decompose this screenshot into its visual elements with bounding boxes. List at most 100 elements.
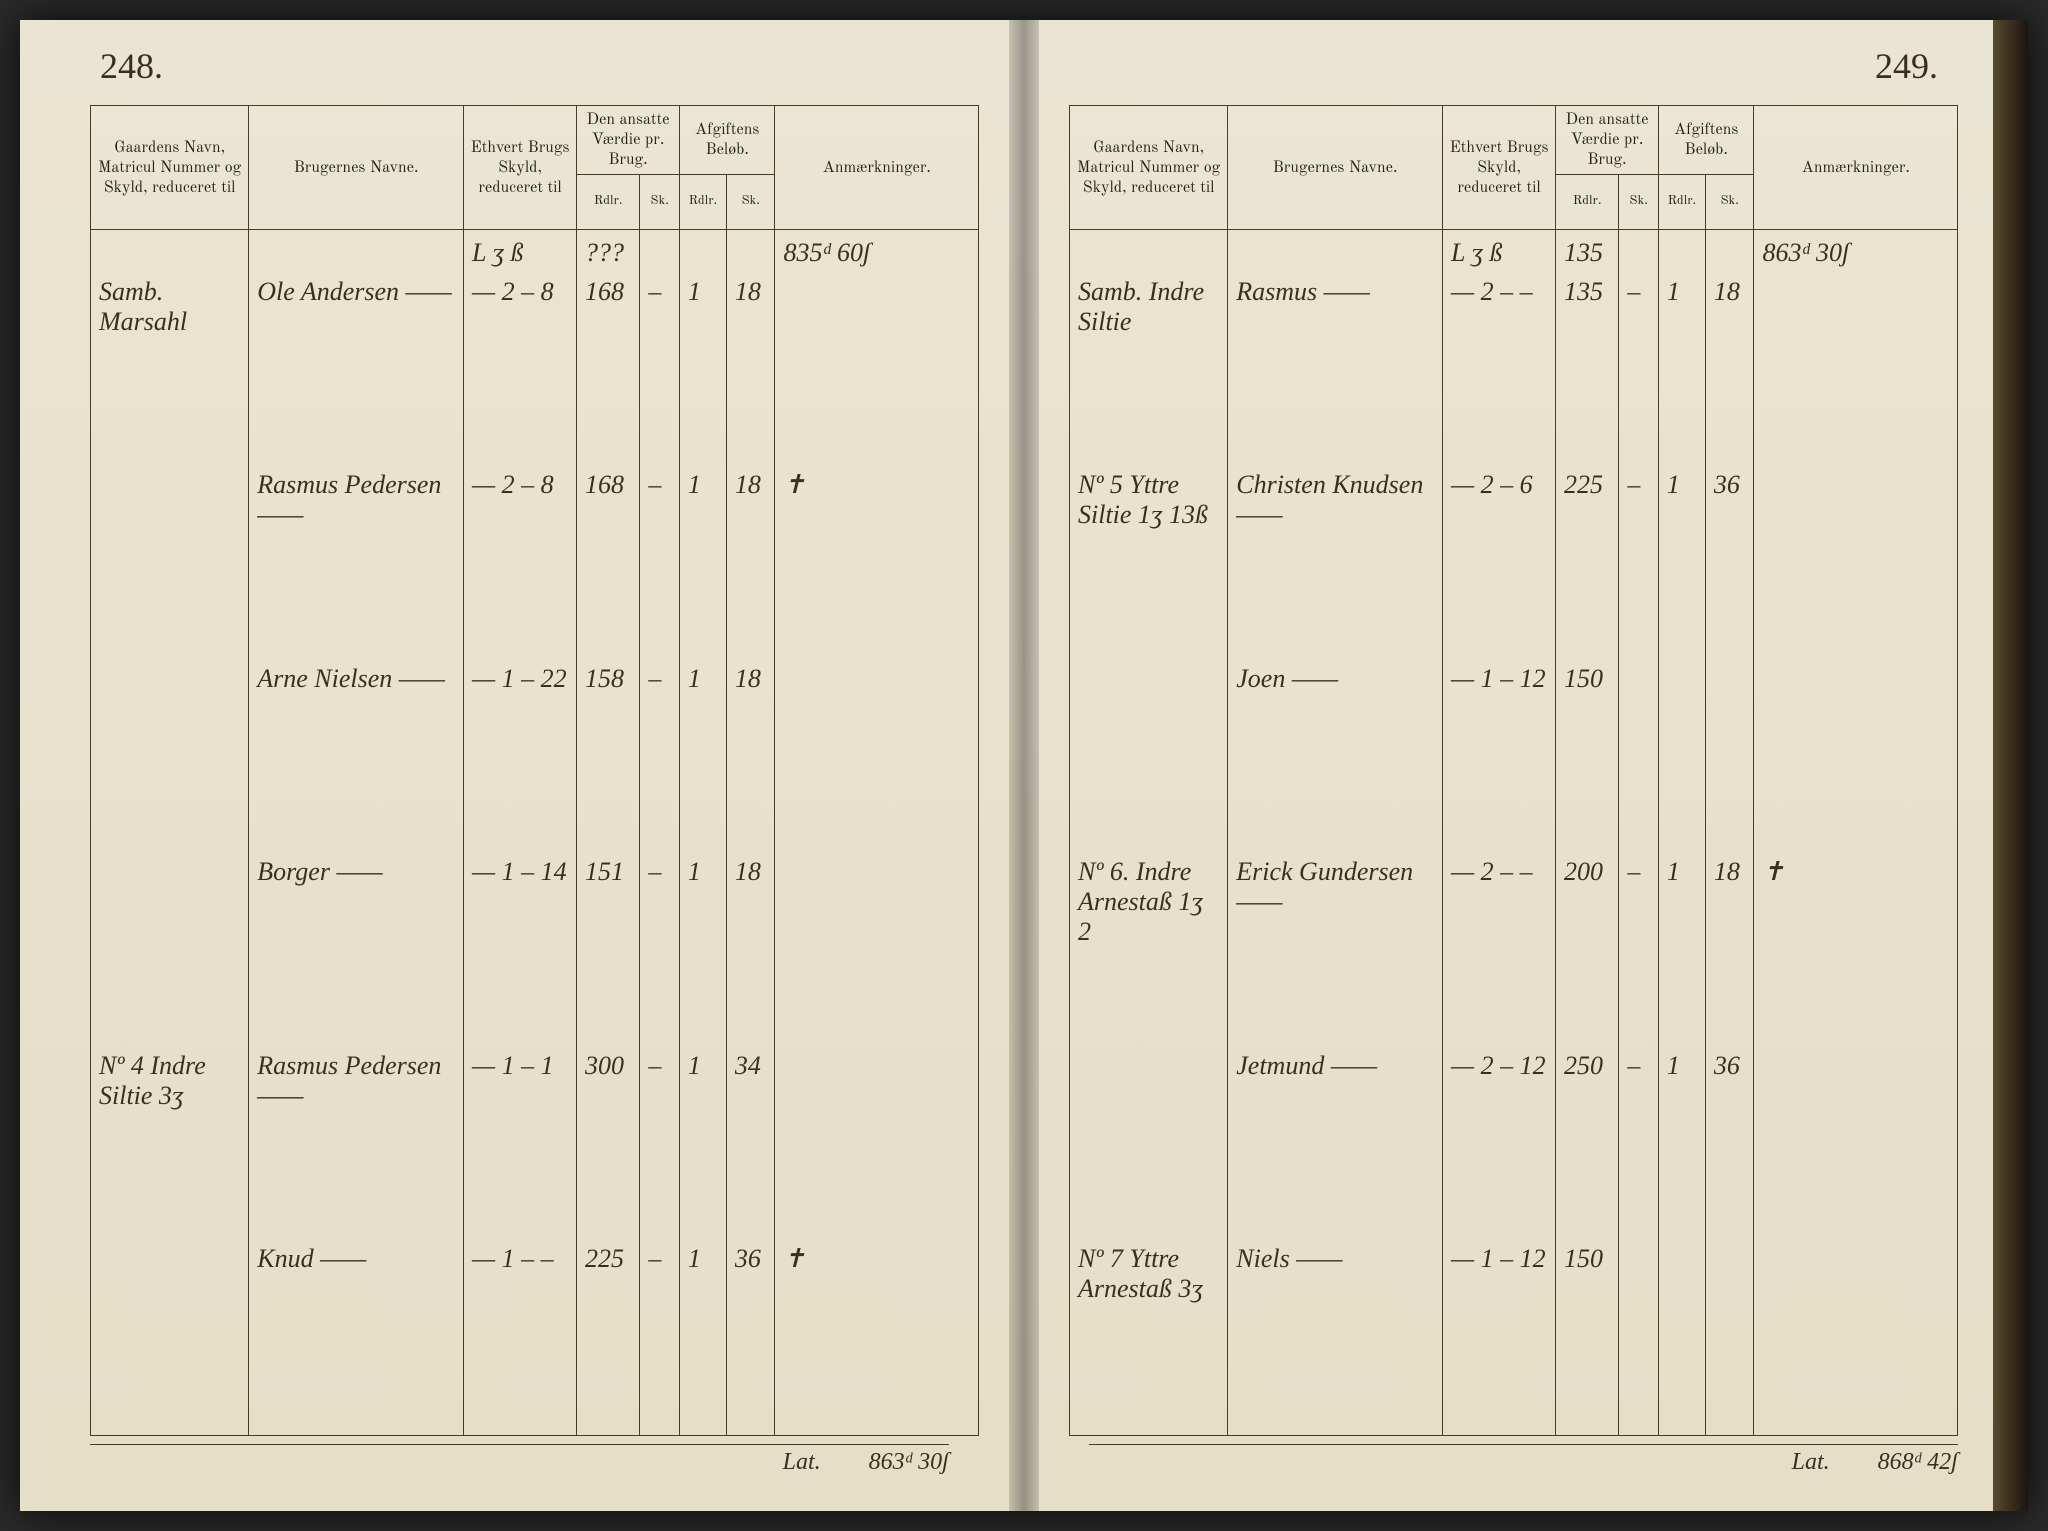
cell-anm (1754, 1049, 1958, 1242)
hdr-sk2-r: Sk. (1705, 175, 1754, 230)
cell-bruger: Arne Nielsen —— (249, 662, 464, 855)
cell-afgift: 1 (679, 275, 726, 468)
cell-anm (1754, 1242, 1958, 1435)
hdr-sk: Sk. (640, 175, 680, 230)
carry-anm-l: 835ᵈ 60ʃ (775, 230, 979, 276)
footer-left: Lat. 863ᵈ 30ʃ (90, 1444, 949, 1476)
ledger-book: 248. Gaardens Navn, Matricul Nummer og S… (20, 20, 2028, 1511)
cell-vaerdie-sk: – (1619, 468, 1659, 661)
table-row: Knud —— — 1 – –225–136✝ (91, 1242, 979, 1435)
cell-afgift: 1 (679, 855, 726, 1048)
hdr-sk-r: Sk. (1619, 175, 1659, 230)
table-row: Joen —— — 1 – 12150 (1070, 662, 1958, 855)
cell-skyld: — 2 – – (1443, 855, 1556, 1048)
hdr-skyld-r: Ethvert Brugs Skyld, reduceret til (1443, 106, 1556, 230)
table-row: Samb. Indre SiltieRasmus —— — 2 – –135–1… (1070, 275, 1958, 468)
cell-afgift-sk: 18 (726, 275, 775, 468)
hdr-bruger-r: Brugernes Navne. (1228, 106, 1443, 230)
ledger-table-left: Gaardens Navn, Matricul Nummer og Skyld,… (90, 105, 979, 1436)
cell-afgift: 1 (679, 1049, 726, 1242)
hdr-gaard: Gaardens Navn, Matricul Nummer og Skyld,… (91, 106, 249, 230)
cell-afgift (1658, 662, 1705, 855)
cell-vaerdie: 158 (577, 662, 640, 855)
cell-afgift: 1 (679, 468, 726, 661)
cell-bruger: Borger —— (249, 855, 464, 1048)
footer-total-r: 868ᵈ 42ʃ (1878, 1449, 1958, 1475)
table-row: Rasmus Pedersen —— — 2 – 8168–118✝ (91, 468, 979, 661)
cell-afgift-sk (1705, 1242, 1754, 1435)
cell-gaard: Nº 7 Yttre Arnestaß 3ʒ (1070, 1242, 1228, 1435)
cell-afgift-sk: 18 (1705, 275, 1754, 468)
cell-vaerdie-sk: – (640, 1242, 680, 1435)
cell-anm: ✝ (775, 468, 979, 661)
footer-right: Lat. 868ᵈ 42ʃ (1089, 1444, 1958, 1476)
cell-bruger: Christen Knudsen —— (1228, 468, 1443, 661)
carry-vaerdie-r: 135 (1556, 230, 1619, 276)
carry-anm-r: 863ᵈ 30ʃ (1754, 230, 1958, 276)
cell-skyld: — 1 – 14 (464, 855, 577, 1048)
cell-afgift: 1 (1658, 468, 1705, 661)
cell-skyld: — 2 – 6 (1443, 468, 1556, 661)
cell-vaerdie-sk: – (640, 468, 680, 661)
right-page: 249. Gaardens Navn, Matricul Nummer og S… (1019, 20, 2028, 1511)
cell-bruger: Rasmus Pedersen —— (249, 1049, 464, 1242)
cell-afgift-sk: 36 (726, 1242, 775, 1435)
skyld-subhdr: L ʒ ß (464, 230, 577, 276)
cell-vaerdie: 250 (1556, 1049, 1619, 1242)
left-page: 248. Gaardens Navn, Matricul Nummer og S… (20, 20, 1019, 1511)
cell-anm (1754, 468, 1958, 661)
cell-skyld: — 2 – 8 (464, 468, 577, 661)
cell-vaerdie-sk: – (1619, 1049, 1659, 1242)
cell-gaard: Samb. Marsahl (91, 275, 249, 468)
hdr-rdlr: Rdlr. (577, 175, 640, 230)
cell-vaerdie: 151 (577, 855, 640, 1048)
table-row: Borger —— — 1 – 14151–118 (91, 855, 979, 1048)
cell-afgift-sk (1705, 662, 1754, 855)
cell-vaerdie: 225 (577, 1242, 640, 1435)
cell-gaard: Nº 5 Yttre Siltie 1ʒ 13ß (1070, 468, 1228, 661)
cell-afgift (1658, 1242, 1705, 1435)
table-row: Arne Nielsen —— — 1 – 22158–118 (91, 662, 979, 855)
cell-afgift-sk: 36 (1705, 1049, 1754, 1242)
cell-bruger: Joen —— (1228, 662, 1443, 855)
cell-gaard (91, 662, 249, 855)
cell-skyld: — 2 – – (1443, 275, 1556, 468)
cell-vaerdie: 150 (1556, 1242, 1619, 1435)
hdr-rdlr-r: Rdlr. (1556, 175, 1619, 230)
book-spine (1009, 20, 1039, 1511)
cell-gaard: Samb. Indre Siltie (1070, 275, 1228, 468)
cell-skyld: — 1 – 1 (464, 1049, 577, 1242)
cell-afgift-sk: 18 (1705, 855, 1754, 1048)
cell-vaerdie: 300 (577, 1049, 640, 1242)
cell-skyld: — 1 – 12 (1443, 1242, 1556, 1435)
hdr-anm: Anmærkninger. (775, 106, 979, 230)
cell-bruger: Erick Gundersen —— (1228, 855, 1443, 1048)
hdr-rdlr2: Rdlr. (679, 175, 726, 230)
cell-vaerdie: 200 (1556, 855, 1619, 1048)
cell-bruger: Knud —— (249, 1242, 464, 1435)
cell-vaerdie-sk: – (1619, 275, 1659, 468)
table-row: Nº 4 Indre Siltie 3ʒRasmus Pedersen —— —… (91, 1049, 979, 1242)
hdr-anm-r: Anmærkninger. (1754, 106, 1958, 230)
cell-skyld: — 1 – – (464, 1242, 577, 1435)
hdr-sk2: Sk. (726, 175, 775, 230)
cell-bruger: Rasmus —— (1228, 275, 1443, 468)
cell-vaerdie-sk: – (640, 855, 680, 1048)
hdr-bruger: Brugernes Navne. (249, 106, 464, 230)
hdr-afgift-r: Afgiftens Beløb. (1658, 106, 1754, 175)
page-number-left: 248. (100, 45, 163, 87)
cell-vaerdie-sk: – (640, 275, 680, 468)
hdr-vaerdie: Den ansatte Værdie pr. Brug. (577, 106, 680, 175)
cell-gaard: Nº 4 Indre Siltie 3ʒ (91, 1049, 249, 1242)
cell-anm (775, 855, 979, 1048)
table-row: Nº 6. Indre Arnestaß 1ʒ 2Erick Gundersen… (1070, 855, 1958, 1048)
table-row: Jetmund —— — 2 – 12250–136 (1070, 1049, 1958, 1242)
hdr-afgift: Afgiftens Beløb. (679, 106, 775, 175)
hdr-gaard-r: Gaardens Navn, Matricul Nummer og Skyld,… (1070, 106, 1228, 230)
hdr-vaerdie-r: Den ansatte Værdie pr. Brug. (1556, 106, 1659, 175)
cell-vaerdie-sk (1619, 1242, 1659, 1435)
cell-vaerdie-sk: – (640, 662, 680, 855)
table-row: Nº 7 Yttre Arnestaß 3ʒNiels —— — 1 – 121… (1070, 1242, 1958, 1435)
cell-afgift: 1 (1658, 275, 1705, 468)
cell-gaard (1070, 662, 1228, 855)
